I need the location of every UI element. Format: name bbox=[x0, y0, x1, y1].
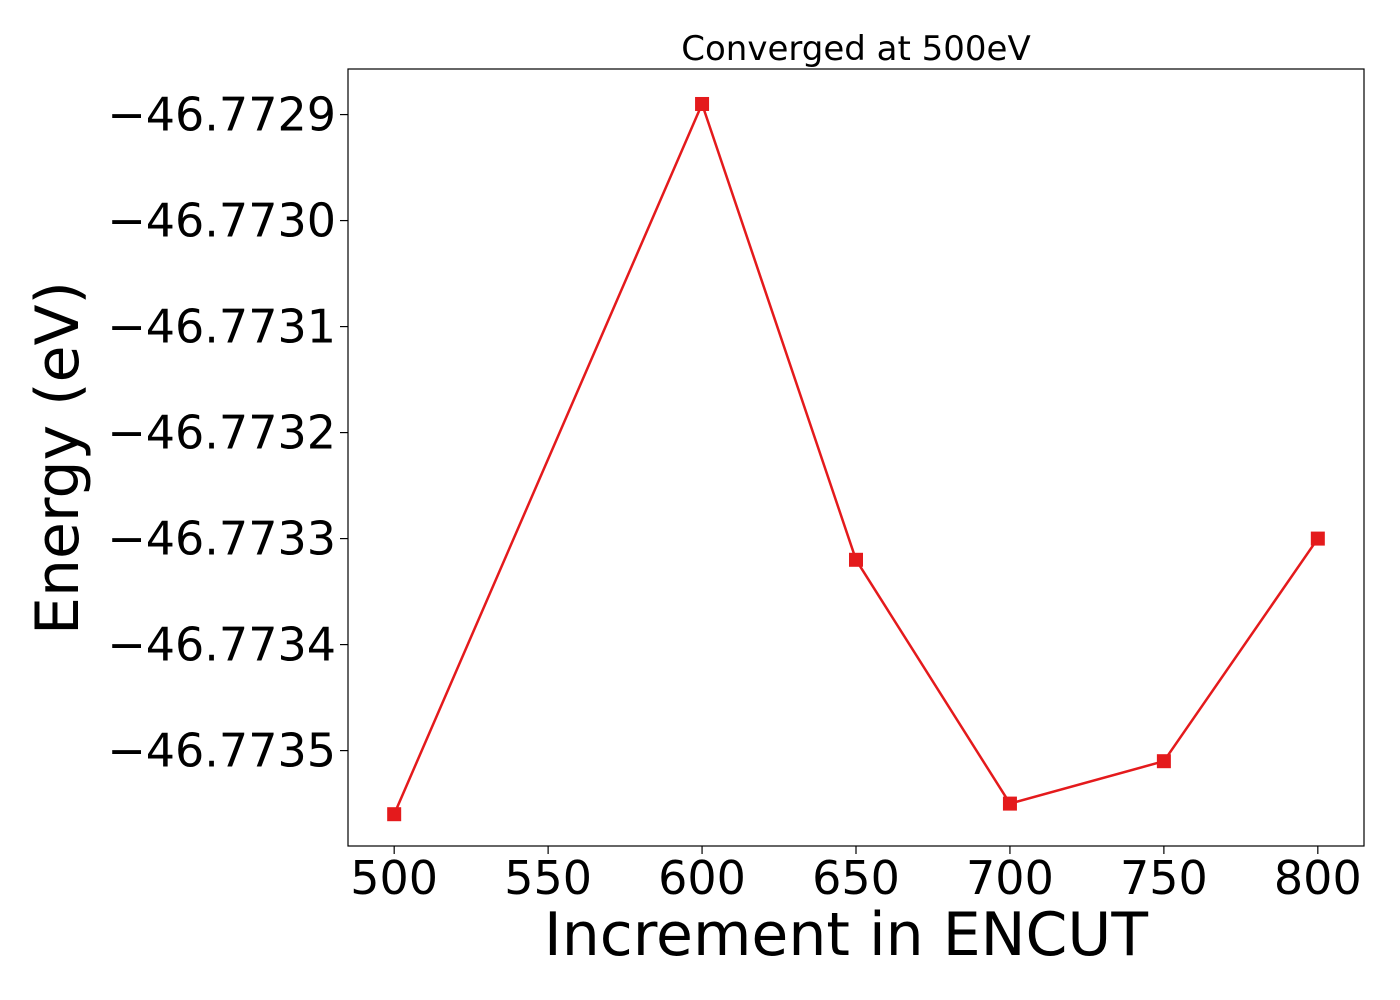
x-tick-label: 550 bbox=[504, 851, 592, 905]
y-tick-label: −46.7729 bbox=[107, 88, 336, 142]
x-tick-label: 600 bbox=[658, 851, 746, 905]
data-point-marker bbox=[1156, 754, 1171, 769]
y-axis: −46.7735 −46.7734 −46.7733 −46.7732 −46.7731… bbox=[107, 88, 348, 778]
x-tick-label: 700 bbox=[966, 851, 1054, 905]
y-tick-label: −46.7733 bbox=[107, 512, 336, 566]
series-line bbox=[393, 100, 1319, 815]
data-point-marker bbox=[1002, 796, 1017, 811]
data-point-marker bbox=[387, 807, 402, 822]
y-tick-label: −46.7731 bbox=[107, 300, 336, 354]
x-tick-label: 800 bbox=[1274, 851, 1362, 905]
y-axis-label: Energy (eV) bbox=[23, 281, 93, 635]
data-point-marker bbox=[1310, 531, 1325, 546]
x-tick-label: 500 bbox=[350, 851, 438, 905]
x-axis: 500 550 600 650 700 750 800 bbox=[350, 846, 1362, 905]
y-tick-label: −46.7734 bbox=[107, 618, 336, 672]
x-tick-label: 650 bbox=[812, 851, 900, 905]
y-tick-label: −46.7732 bbox=[107, 406, 336, 460]
y-tick-label: −46.7730 bbox=[107, 194, 336, 248]
y-tick-label: −46.7735 bbox=[107, 724, 336, 778]
chart-title: Converged at 500eV bbox=[681, 29, 1030, 69]
x-tick-label: 750 bbox=[1120, 851, 1208, 905]
data-point-marker bbox=[695, 96, 710, 111]
x-axis-label: Increment in ENCUT bbox=[544, 900, 1148, 970]
series-layer bbox=[387, 96, 1325, 822]
data-point-marker bbox=[849, 552, 863, 567]
